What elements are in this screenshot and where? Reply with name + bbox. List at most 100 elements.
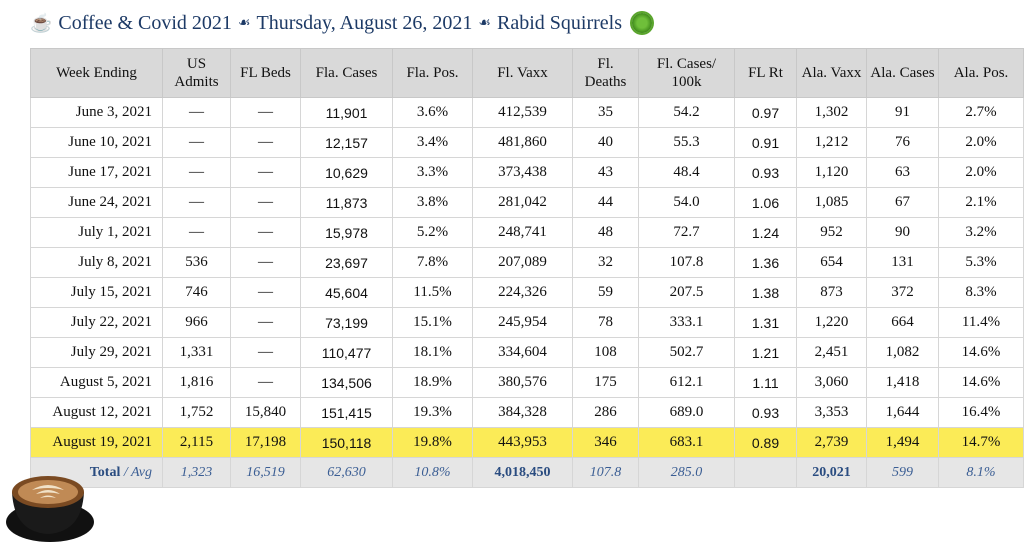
fleuron-separator-icon: ☙ — [237, 15, 251, 31]
data-cell: 19.3% — [392, 397, 473, 428]
data-cell: 48 — [572, 217, 639, 248]
table-row: June 10, 2021— —12,157 3.4% 481,860 40 55.3 0.… — [30, 127, 1024, 158]
data-cell: 0.93 — [734, 157, 797, 188]
total-cell — [734, 457, 797, 488]
table-row: June 17, 2021— —10,629 3.3% 373,438 43 48.4 0.… — [30, 157, 1024, 188]
data-cell: 55.3 — [638, 127, 735, 158]
week-ending-cell: July 15, 2021 — [30, 277, 163, 308]
data-cell: 90 — [866, 217, 939, 248]
table-row: July 22, 2021 966—73,199 15.1% 245,954 78 333… — [30, 307, 1024, 338]
total-cell: 62,630 — [300, 457, 393, 488]
week-ending-cell: July 29, 2021 — [30, 337, 163, 368]
data-cell: 873 — [796, 277, 867, 308]
data-cell: 248,741 — [472, 217, 573, 248]
data-cell: 1,082 — [866, 337, 939, 368]
column-header: Fla. Pos. — [392, 48, 473, 98]
data-cell: 76 — [866, 127, 939, 158]
data-cell: 48.4 — [638, 157, 735, 188]
week-ending-cell: July 8, 2021 — [30, 247, 163, 278]
data-cell: 1,220 — [796, 307, 867, 338]
data-cell: — — [230, 367, 301, 398]
data-cell: 689.0 — [638, 397, 735, 428]
data-cell: 78 — [572, 307, 639, 338]
data-cell: 207.5 — [638, 277, 735, 308]
data-cell: 380,576 — [472, 367, 573, 398]
data-cell: 107.8 — [638, 247, 735, 278]
table-row: August 12, 2021 1,752 15,840 151,415 19.3% 38… — [30, 397, 1024, 428]
data-cell: 131 — [866, 247, 939, 278]
data-cell: 1.36 — [734, 247, 797, 278]
data-cell: 412,539 — [472, 97, 573, 128]
data-cell: 2,115 — [162, 427, 231, 458]
data-cell: 373,438 — [472, 157, 573, 188]
data-cell: 2.0% — [938, 127, 1024, 158]
data-cell: 3.3% — [392, 157, 473, 188]
data-cell: 1,494 — [866, 427, 939, 458]
data-cell: 2.1% — [938, 187, 1024, 218]
data-cell: — — [230, 97, 301, 128]
total-cell: 4,018,450 — [472, 457, 573, 488]
column-header: Ala. Pos. — [938, 48, 1024, 98]
data-cell: 8.3% — [938, 277, 1024, 308]
data-cell: 5.2% — [392, 217, 473, 248]
data-cell: 1,120 — [796, 157, 867, 188]
data-cell: 612.1 — [638, 367, 735, 398]
data-cell: 245,954 — [472, 307, 573, 338]
data-cell: 3.4% — [392, 127, 473, 158]
total-cell: 107.8 — [572, 457, 639, 488]
week-ending-cell: August 12, 2021 — [30, 397, 163, 428]
data-cell: 1,752 — [162, 397, 231, 428]
data-cell: — — [162, 157, 231, 188]
data-cell: 1,644 — [866, 397, 939, 428]
data-cell: 683.1 — [638, 427, 735, 458]
column-header: Week Ending — [30, 48, 163, 98]
data-cell: 481,860 — [472, 127, 573, 158]
column-header: Fl. Deaths — [572, 48, 639, 98]
data-cell: 3.6% — [392, 97, 473, 128]
data-cell: 16.4% — [938, 397, 1024, 428]
data-cell: 654 — [796, 247, 867, 278]
data-cell: 1,816 — [162, 367, 231, 398]
data-cell: 1,331 — [162, 337, 231, 368]
table-row: June 3, 2021— —11,901 3.6% 412,539 35 54.2 0.9… — [30, 97, 1024, 128]
week-ending-cell: July 1, 2021 — [30, 217, 163, 248]
latte-cup-icon — [6, 476, 94, 542]
table-row: July 29, 2021 1,331—110,477 18.1% 334,604 10… — [30, 337, 1024, 368]
data-cell: 1,085 — [796, 187, 867, 218]
table-row: August 19, 2021 2,115 17,198 150,118 19.8% 44… — [30, 427, 1024, 458]
data-cell: — — [230, 307, 301, 338]
data-cell: 384,328 — [472, 397, 573, 428]
week-ending-cell: August 19, 2021 — [30, 427, 163, 458]
table-row: June 24, 2021— —11,873 3.8% 281,042 44 54.0 1.… — [30, 187, 1024, 218]
week-ending-cell: June 24, 2021 — [30, 187, 163, 218]
data-cell: — — [162, 217, 231, 248]
data-cell: 32 — [572, 247, 639, 278]
data-cell: — — [230, 187, 301, 218]
data-cell: 1.11 — [734, 367, 797, 398]
data-cell: 134,506 — [300, 367, 393, 398]
data-cell: 2.7% — [938, 97, 1024, 128]
data-cell: 1,212 — [796, 127, 867, 158]
table-row: July 15, 2021 746—45,604 11.5% 224,326 59 207… — [30, 277, 1024, 308]
data-cell: 1.31 — [734, 307, 797, 338]
data-cell: 19.8% — [392, 427, 473, 458]
covid-data-table: Week Ending US Admits FL Beds Fla. Cases Fla… — [30, 48, 1024, 488]
table-row: August 5, 2021 1,816—134,506 18.9% 380,576 1… — [30, 367, 1024, 398]
data-cell: 966 — [162, 307, 231, 338]
data-cell: — — [162, 127, 231, 158]
data-cell: 108 — [572, 337, 639, 368]
column-header: FL Beds — [230, 48, 301, 98]
data-cell: 2,739 — [796, 427, 867, 458]
total-label: Total — [89, 464, 121, 480]
data-cell: 175 — [572, 367, 639, 398]
data-cell: 59 — [572, 277, 639, 308]
data-cell: — — [230, 247, 301, 278]
total-cell: 599 — [866, 457, 939, 488]
virus-icon — [631, 13, 652, 33]
data-cell: 1.21 — [734, 337, 797, 368]
data-cell: 286 — [572, 397, 639, 428]
data-cell: 207,089 — [472, 247, 573, 278]
data-cell: 333.1 — [638, 307, 735, 338]
data-cell: 14.7% — [938, 427, 1024, 458]
data-cell: 72.7 — [638, 217, 735, 248]
